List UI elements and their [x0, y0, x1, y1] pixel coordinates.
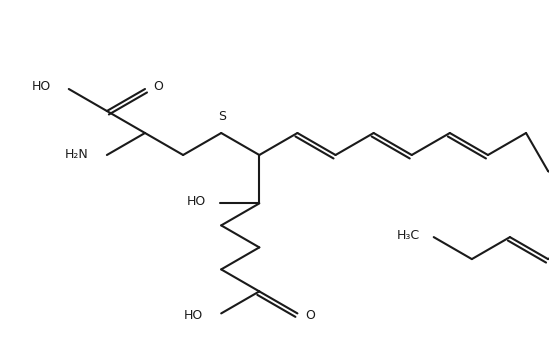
Text: H₃C: H₃C: [396, 228, 420, 241]
Text: HO: HO: [184, 309, 203, 322]
Text: O: O: [153, 81, 163, 94]
Text: O: O: [305, 309, 315, 322]
Text: HO: HO: [187, 195, 206, 208]
Text: H₂N: H₂N: [65, 149, 89, 162]
Text: HO: HO: [31, 81, 51, 94]
Text: S: S: [218, 110, 226, 123]
